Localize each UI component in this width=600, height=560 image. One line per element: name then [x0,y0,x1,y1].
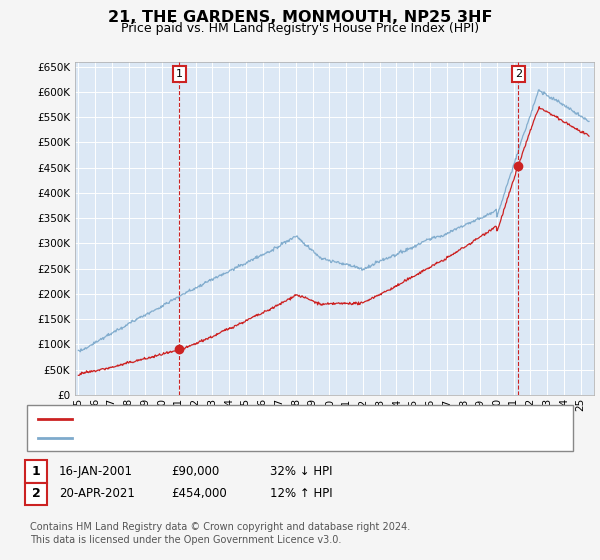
Text: 16-JAN-2001: 16-JAN-2001 [59,465,133,478]
Text: Contains HM Land Registry data © Crown copyright and database right 2024.
This d: Contains HM Land Registry data © Crown c… [30,522,410,545]
Text: 2: 2 [32,487,40,501]
Text: £454,000: £454,000 [171,487,227,501]
Text: 12% ↑ HPI: 12% ↑ HPI [270,487,332,501]
Text: 21, THE GARDENS, MONMOUTH, NP25 3HF (detached house): 21, THE GARDENS, MONMOUTH, NP25 3HF (det… [77,414,418,424]
Text: £90,000: £90,000 [171,465,219,478]
Text: 20-APR-2021: 20-APR-2021 [59,487,134,501]
Text: 21, THE GARDENS, MONMOUTH, NP25 3HF: 21, THE GARDENS, MONMOUTH, NP25 3HF [108,10,492,25]
Text: Price paid vs. HM Land Registry's House Price Index (HPI): Price paid vs. HM Land Registry's House … [121,22,479,35]
Text: 1: 1 [32,465,40,478]
Text: 1: 1 [176,69,183,79]
Text: HPI: Average price, detached house, Monmouthshire: HPI: Average price, detached house, Monm… [77,433,370,443]
Text: 32% ↓ HPI: 32% ↓ HPI [270,465,332,478]
Text: 2: 2 [515,69,522,79]
